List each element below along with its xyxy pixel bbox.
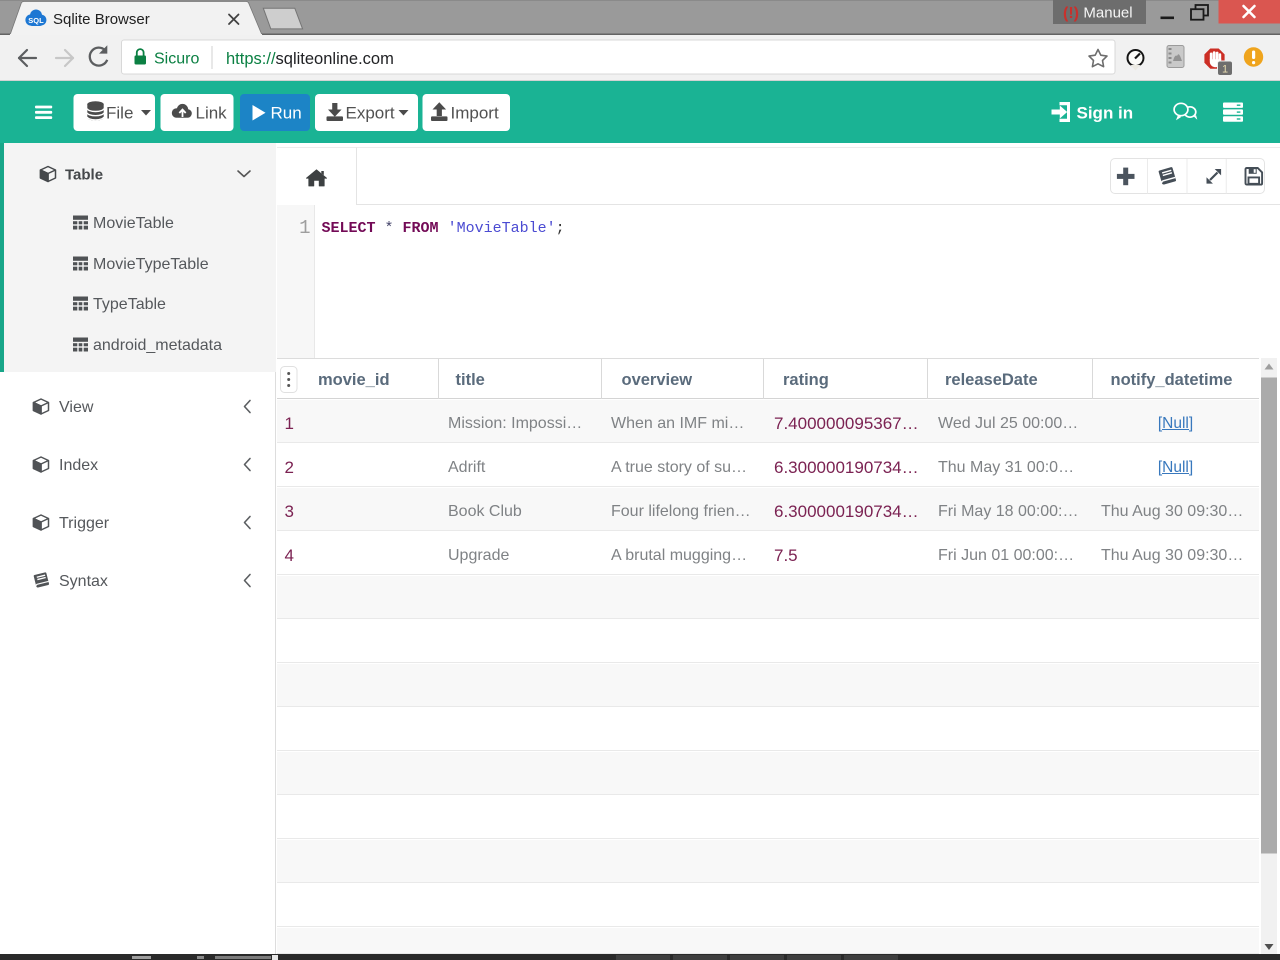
svg-text:View: View — [59, 399, 94, 416]
svg-text:MovieTypeTable: MovieTypeTable — [93, 256, 209, 273]
svg-text:Sqlite Browser: Sqlite Browser — [53, 11, 150, 28]
svg-text:MovieTable: MovieTable — [93, 215, 174, 232]
svg-text:Link: Link — [196, 104, 228, 123]
svg-text:Sicuro: Sicuro — [154, 51, 199, 68]
svg-text:https://sqliteonline.com: https://sqliteonline.com — [226, 50, 394, 68]
svg-text:SQL: SQL — [28, 16, 44, 25]
svg-text:File: File — [106, 104, 133, 123]
svg-text:Run: Run — [271, 104, 302, 123]
svg-text:TypeTable: TypeTable — [93, 296, 166, 313]
svg-text:Syntax: Syntax — [59, 573, 108, 590]
svg-text:1: 1 — [1222, 64, 1228, 76]
svg-text:Index: Index — [59, 457, 98, 474]
svg-text:android_metadata: android_metadata — [93, 337, 222, 354]
svg-text:Table: Table — [65, 167, 103, 184]
svg-text:Export: Export — [346, 104, 395, 123]
svg-text:Trigger: Trigger — [59, 515, 110, 532]
svg-text:Sign in: Sign in — [1077, 104, 1134, 123]
svg-text:(!): (!) — [1063, 5, 1079, 22]
svg-text:Manuel: Manuel — [1083, 5, 1132, 22]
svg-text:Import: Import — [451, 104, 499, 123]
